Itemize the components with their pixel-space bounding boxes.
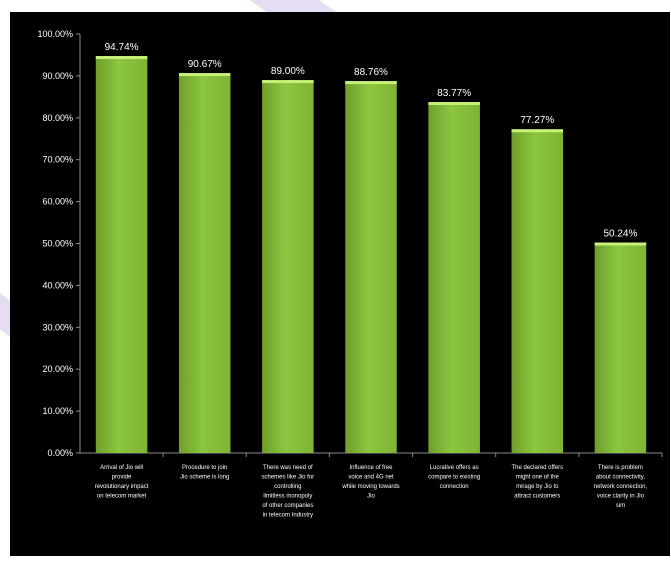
bar xyxy=(262,80,314,453)
bar-top-highlight xyxy=(428,102,480,106)
x-tick-label: The declared offers might one of the mirag… xyxy=(511,465,563,500)
y-tick-label: 50.00% xyxy=(42,239,73,249)
y-tick-label: 40.00% xyxy=(42,280,73,290)
y-tick-label: 80.00% xyxy=(42,113,73,123)
data-label: 83.77% xyxy=(437,88,471,99)
bar xyxy=(594,242,647,453)
data-label: 94.74% xyxy=(105,42,139,53)
bar xyxy=(428,102,480,454)
x-tick-label: Influence of free voice and 4G net while m… xyxy=(341,465,399,500)
y-tick-label: 70.00% xyxy=(42,155,73,165)
bar-chart: 0.00% 10.00% 20.00% 30.00% 40.00% 50.00% 60.00… xyxy=(37,29,663,519)
bar xyxy=(178,73,231,453)
y-tick-label: 0.00% xyxy=(47,448,73,458)
y-tick-label: 100.00% xyxy=(37,29,73,39)
chart-panel: 0.00% 10.00% 20.00% 30.00% 40.00% 50.00% 60.00… xyxy=(10,12,670,556)
data-label: 90.67% xyxy=(188,59,222,70)
x-tick-label: There is problem about connectivity, netwo… xyxy=(594,465,648,509)
x-tick-label: There was need of schemes like Jio for con… xyxy=(262,465,315,519)
y-tick-label: 10.00% xyxy=(42,406,73,416)
y-tick-label: 20.00% xyxy=(42,364,73,374)
y-tick-label: 90.00% xyxy=(42,71,73,81)
bar-top-highlight xyxy=(511,129,564,133)
bar-top-highlight xyxy=(262,80,314,84)
data-label: 50.24% xyxy=(603,228,637,239)
bar-top-highlight xyxy=(345,81,397,85)
x-tick-label: Arrival of Jio will provide revolutionary … xyxy=(95,465,149,500)
bar-top-highlight xyxy=(178,73,231,77)
y-tick-label: 60.00% xyxy=(42,197,73,207)
bar-top-highlight xyxy=(95,56,148,60)
x-tick-label: Lucrative offers as compare to existing co… xyxy=(428,465,480,490)
bar xyxy=(345,81,397,454)
bar-top-highlight xyxy=(594,242,647,246)
data-label: 88.76% xyxy=(354,67,388,78)
data-label: 77.27% xyxy=(520,115,554,126)
x-tick-label: Procedure to join Jio scheme is long xyxy=(180,465,229,481)
data-label: 89.00% xyxy=(271,66,305,77)
bar xyxy=(511,129,564,453)
y-tick-label: 30.00% xyxy=(42,322,73,332)
bar xyxy=(95,56,148,453)
